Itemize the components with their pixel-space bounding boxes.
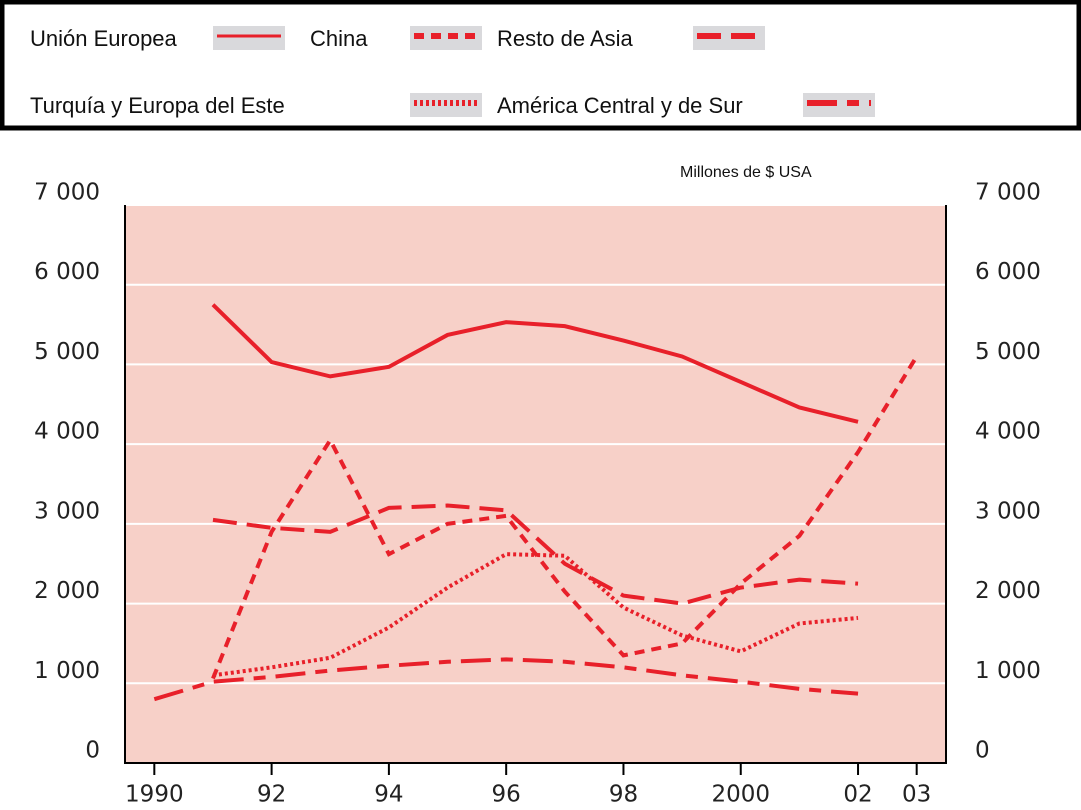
y2-tick-label: 5 000 <box>975 339 1041 365</box>
y2-tick-label: 3 000 <box>975 498 1041 524</box>
x-tick-label: 98 <box>609 782 638 808</box>
legend-label: América Central y de Sur <box>497 93 743 118</box>
unit-label: Millones de $ USA <box>680 164 812 181</box>
y2-tick-label: 0 <box>975 738 990 764</box>
legend-label: Turquía y Europa del Este <box>30 93 285 118</box>
x-tick-label: 03 <box>902 782 931 808</box>
legend-label: China <box>310 26 368 51</box>
y-tick-label: 5 000 <box>34 339 100 365</box>
y-tick-label: 0 <box>85 738 100 764</box>
series-line <box>212 503 859 606</box>
y2-tick-label: 6 000 <box>975 259 1041 285</box>
plot-area <box>125 205 946 763</box>
y2-tick-label: 1 000 <box>975 658 1041 684</box>
series-line <box>211 355 919 680</box>
x-tick-label: 94 <box>374 782 403 808</box>
series-line <box>153 657 859 702</box>
legend-swatch-bg <box>213 26 285 50</box>
y2-tick-label: 4 000 <box>975 419 1041 445</box>
legend-label: Resto de Asia <box>497 26 634 51</box>
y-tick-label: 3 000 <box>34 498 100 524</box>
legend-label: Unión Europea <box>30 26 178 51</box>
series-line <box>212 552 859 678</box>
y-tick-label: 1 000 <box>34 658 100 684</box>
x-tick-label: 1990 <box>125 782 184 808</box>
y-tick-label: 6 000 <box>34 259 100 285</box>
legend-box <box>0 0 1081 131</box>
y-tick-label: 2 000 <box>34 578 100 604</box>
x-tick-label: 2000 <box>711 782 770 808</box>
y-tick-label: 7 000 <box>34 180 100 206</box>
y-tick-label: 4 000 <box>34 419 100 445</box>
series-line <box>211 303 859 424</box>
axes <box>124 205 947 764</box>
x-tick-label: 92 <box>257 782 286 808</box>
y2-tick-label: 7 000 <box>975 180 1041 206</box>
x-tick-label: 02 <box>843 782 872 808</box>
x-tick-label: 96 <box>492 782 521 808</box>
y2-tick-label: 2 000 <box>975 578 1041 604</box>
